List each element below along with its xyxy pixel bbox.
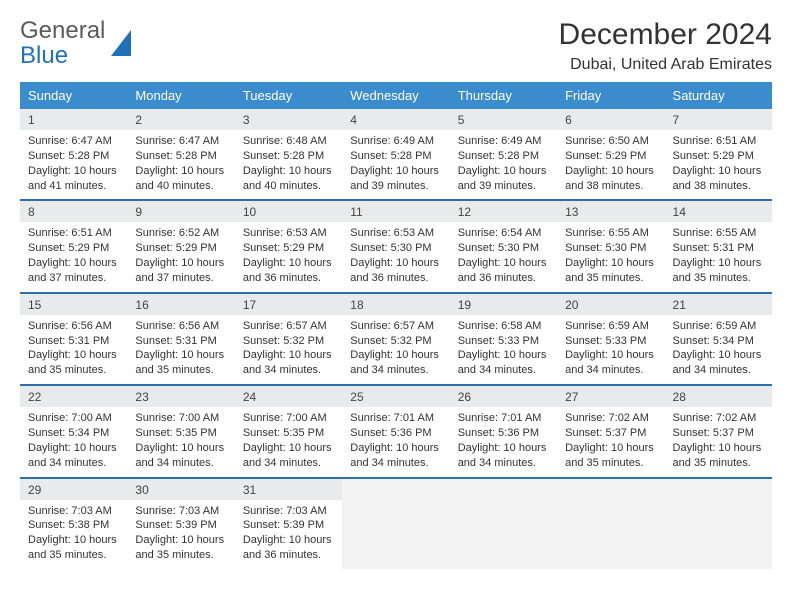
day-detail-cell <box>665 500 772 569</box>
day-number-cell: 3 <box>235 109 342 130</box>
day-detail-cell: Sunrise: 7:03 AMSunset: 5:39 PMDaylight:… <box>235 500 342 569</box>
logo: General Blue <box>20 18 135 68</box>
day-number-cell: 21 <box>665 293 772 315</box>
day-number-cell: 27 <box>557 385 664 407</box>
day-number-cell: 13 <box>557 200 664 222</box>
day-detail-cell: Sunrise: 6:51 AMSunset: 5:29 PMDaylight:… <box>665 130 772 200</box>
day-number-cell: 25 <box>342 385 449 407</box>
day-detail-cell: Sunrise: 7:02 AMSunset: 5:37 PMDaylight:… <box>665 407 772 477</box>
logo-line1: General <box>20 18 105 43</box>
day-number-cell <box>450 478 557 500</box>
day-number-row: 1234567 <box>20 109 772 130</box>
weekday-header: Sunday <box>20 82 127 109</box>
day-detail-cell: Sunrise: 6:59 AMSunset: 5:33 PMDaylight:… <box>557 315 664 385</box>
day-detail-cell: Sunrise: 7:00 AMSunset: 5:35 PMDaylight:… <box>235 407 342 477</box>
day-number-cell: 24 <box>235 385 342 407</box>
title-block: December 2024 Dubai, United Arab Emirate… <box>559 18 772 74</box>
weekday-header: Thursday <box>450 82 557 109</box>
day-detail-row: Sunrise: 6:56 AMSunset: 5:31 PMDaylight:… <box>20 315 772 385</box>
day-number-cell <box>557 478 664 500</box>
day-detail-cell: Sunrise: 6:57 AMSunset: 5:32 PMDaylight:… <box>342 315 449 385</box>
day-number-row: 293031 <box>20 478 772 500</box>
weekday-header: Friday <box>557 82 664 109</box>
day-detail-cell: Sunrise: 6:58 AMSunset: 5:33 PMDaylight:… <box>450 315 557 385</box>
day-number-cell: 31 <box>235 478 342 500</box>
day-detail-cell: Sunrise: 7:03 AMSunset: 5:39 PMDaylight:… <box>127 500 234 569</box>
day-number-cell: 7 <box>665 109 772 130</box>
day-number-cell: 9 <box>127 200 234 222</box>
day-detail-cell: Sunrise: 6:53 AMSunset: 5:29 PMDaylight:… <box>235 222 342 292</box>
day-detail-cell: Sunrise: 7:02 AMSunset: 5:37 PMDaylight:… <box>557 407 664 477</box>
day-number-cell: 30 <box>127 478 234 500</box>
day-number-cell: 28 <box>665 385 772 407</box>
day-number-cell: 10 <box>235 200 342 222</box>
day-number-cell: 11 <box>342 200 449 222</box>
day-detail-cell: Sunrise: 6:52 AMSunset: 5:29 PMDaylight:… <box>127 222 234 292</box>
day-detail-row: Sunrise: 7:00 AMSunset: 5:34 PMDaylight:… <box>20 407 772 477</box>
day-detail-cell: Sunrise: 6:56 AMSunset: 5:31 PMDaylight:… <box>127 315 234 385</box>
day-detail-cell <box>557 500 664 569</box>
day-detail-cell: Sunrise: 6:49 AMSunset: 5:28 PMDaylight:… <box>450 130 557 200</box>
day-detail-row: Sunrise: 7:03 AMSunset: 5:38 PMDaylight:… <box>20 500 772 569</box>
weekday-header: Tuesday <box>235 82 342 109</box>
month-title: December 2024 <box>559 18 772 52</box>
calendar-table: SundayMondayTuesdayWednesdayThursdayFrid… <box>20 82 772 569</box>
weekday-header: Saturday <box>665 82 772 109</box>
weekday-header-row: SundayMondayTuesdayWednesdayThursdayFrid… <box>20 82 772 109</box>
day-detail-cell: Sunrise: 6:57 AMSunset: 5:32 PMDaylight:… <box>235 315 342 385</box>
day-number-cell: 26 <box>450 385 557 407</box>
calendar-body: 1234567Sunrise: 6:47 AMSunset: 5:28 PMDa… <box>20 109 772 569</box>
day-detail-cell: Sunrise: 6:55 AMSunset: 5:30 PMDaylight:… <box>557 222 664 292</box>
location: Dubai, United Arab Emirates <box>559 56 772 74</box>
day-number-cell: 12 <box>450 200 557 222</box>
day-detail-cell: Sunrise: 7:00 AMSunset: 5:35 PMDaylight:… <box>127 407 234 477</box>
day-detail-cell: Sunrise: 6:47 AMSunset: 5:28 PMDaylight:… <box>127 130 234 200</box>
day-detail-cell: Sunrise: 6:48 AMSunset: 5:28 PMDaylight:… <box>235 130 342 200</box>
day-detail-cell: Sunrise: 6:56 AMSunset: 5:31 PMDaylight:… <box>20 315 127 385</box>
day-detail-cell <box>342 500 449 569</box>
day-number-cell: 22 <box>20 385 127 407</box>
day-number-cell: 29 <box>20 478 127 500</box>
day-number-cell: 17 <box>235 293 342 315</box>
day-detail-cell: Sunrise: 6:53 AMSunset: 5:30 PMDaylight:… <box>342 222 449 292</box>
day-number-cell: 20 <box>557 293 664 315</box>
day-number-row: 891011121314 <box>20 200 772 222</box>
day-number-cell: 16 <box>127 293 234 315</box>
day-detail-cell: Sunrise: 6:59 AMSunset: 5:34 PMDaylight:… <box>665 315 772 385</box>
weekday-header: Wednesday <box>342 82 449 109</box>
day-detail-cell: Sunrise: 6:49 AMSunset: 5:28 PMDaylight:… <box>342 130 449 200</box>
day-detail-cell: Sunrise: 6:47 AMSunset: 5:28 PMDaylight:… <box>20 130 127 200</box>
day-number-cell: 6 <box>557 109 664 130</box>
day-number-cell: 14 <box>665 200 772 222</box>
day-detail-cell: Sunrise: 7:01 AMSunset: 5:36 PMDaylight:… <box>450 407 557 477</box>
page-header: General Blue December 2024 Dubai, United… <box>20 18 772 74</box>
day-number-cell: 4 <box>342 109 449 130</box>
day-detail-cell: Sunrise: 7:03 AMSunset: 5:38 PMDaylight:… <box>20 500 127 569</box>
day-detail-cell <box>450 500 557 569</box>
day-detail-cell: Sunrise: 6:51 AMSunset: 5:29 PMDaylight:… <box>20 222 127 292</box>
day-detail-row: Sunrise: 6:47 AMSunset: 5:28 PMDaylight:… <box>20 130 772 200</box>
day-number-cell: 15 <box>20 293 127 315</box>
weekday-header: Monday <box>127 82 234 109</box>
day-number-cell: 8 <box>20 200 127 222</box>
day-number-row: 22232425262728 <box>20 385 772 407</box>
day-detail-cell: Sunrise: 7:00 AMSunset: 5:34 PMDaylight:… <box>20 407 127 477</box>
day-number-cell: 18 <box>342 293 449 315</box>
day-detail-cell: Sunrise: 7:01 AMSunset: 5:36 PMDaylight:… <box>342 407 449 477</box>
day-number-cell: 5 <box>450 109 557 130</box>
logo-sail-icon <box>109 26 135 60</box>
day-number-cell: 19 <box>450 293 557 315</box>
day-number-cell: 23 <box>127 385 234 407</box>
day-number-row: 15161718192021 <box>20 293 772 315</box>
day-detail-cell: Sunrise: 6:50 AMSunset: 5:29 PMDaylight:… <box>557 130 664 200</box>
day-number-cell: 1 <box>20 109 127 130</box>
day-number-cell <box>665 478 772 500</box>
day-detail-cell: Sunrise: 6:54 AMSunset: 5:30 PMDaylight:… <box>450 222 557 292</box>
day-number-cell <box>342 478 449 500</box>
day-detail-row: Sunrise: 6:51 AMSunset: 5:29 PMDaylight:… <box>20 222 772 292</box>
day-detail-cell: Sunrise: 6:55 AMSunset: 5:31 PMDaylight:… <box>665 222 772 292</box>
day-number-cell: 2 <box>127 109 234 130</box>
logo-line2: Blue <box>20 42 68 69</box>
